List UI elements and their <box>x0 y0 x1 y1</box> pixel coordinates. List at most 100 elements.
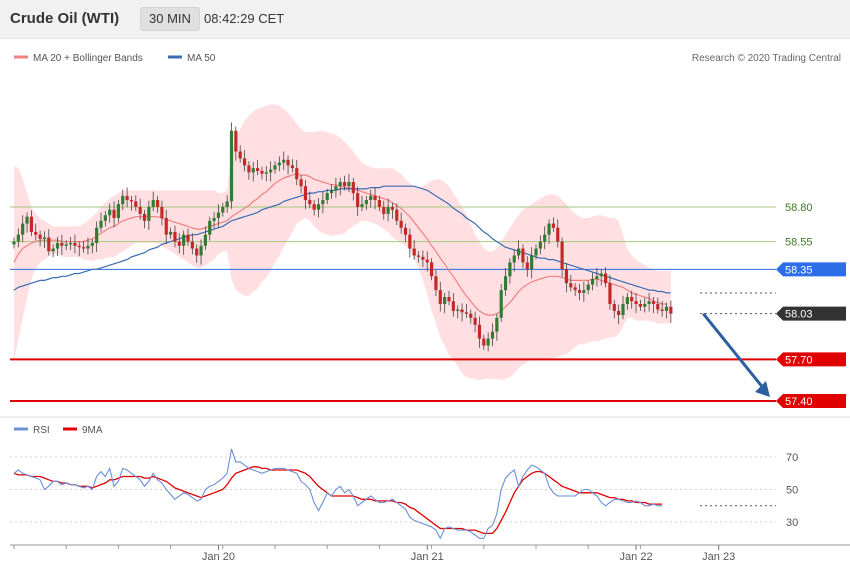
x-tick-label-1: Jan 21 <box>411 551 444 563</box>
candle-116 <box>517 240 521 260</box>
candle-126 <box>560 237 564 277</box>
level-tag-label: 57.70 <box>785 354 813 366</box>
candle-body <box>164 218 168 235</box>
candle-12 <box>64 240 68 250</box>
instrument-title: Crude Oil (WTI) <box>10 10 120 27</box>
candle-body <box>412 248 416 256</box>
candle-body <box>456 309 460 311</box>
rsi-tick-label: 30 <box>786 517 798 529</box>
candle-59 <box>269 161 273 182</box>
candle-147 <box>651 297 656 314</box>
level-tag-57-70: 57.70 <box>776 352 846 367</box>
candle-99 <box>443 292 447 314</box>
candle-32 <box>151 191 155 212</box>
candle-body <box>564 269 569 284</box>
x-tick-label-3: Jan 23 <box>702 551 735 563</box>
candle-body <box>290 165 294 169</box>
candle-42 <box>195 244 199 263</box>
candle-body <box>238 151 242 159</box>
level-tag-57-40: 57.40 <box>776 394 846 408</box>
candle-body <box>490 331 495 339</box>
candle-body <box>543 234 547 242</box>
candle-body <box>142 213 147 221</box>
candle-body <box>116 204 120 219</box>
candle-body <box>251 168 255 173</box>
candle-body <box>438 290 442 304</box>
candle-body <box>443 297 447 304</box>
candle-body <box>186 234 190 242</box>
candle-98 <box>438 281 442 312</box>
candle-body <box>356 193 360 207</box>
candle-0 <box>12 237 16 249</box>
candle-body <box>521 248 525 263</box>
candle-55 <box>251 161 255 182</box>
rsi-lines <box>13 448 663 540</box>
level-tag-bg <box>776 352 846 367</box>
candle-128 <box>569 274 573 292</box>
candle-88 <box>395 203 399 225</box>
level-tag-label: 58.55 <box>785 237 813 249</box>
candle-body <box>447 297 451 302</box>
rsi-legend: RSI 9MA <box>14 425 103 436</box>
header-bar: Crude Oil (WTI) 30 MIN 08:42:29 CET <box>0 0 850 39</box>
candle-131 <box>582 281 586 303</box>
candle-73 <box>329 184 334 199</box>
candle-3 <box>25 212 29 233</box>
candle-body <box>403 227 408 235</box>
forecast-arrow <box>702 312 770 397</box>
candle-96 <box>430 258 434 281</box>
candle-95 <box>425 251 429 272</box>
candle-124 <box>551 217 555 232</box>
candle-43 <box>199 239 203 265</box>
candle-41 <box>190 233 194 255</box>
candle-body <box>664 306 669 311</box>
candle-61 <box>277 156 281 172</box>
copyright-text: Research © 2020 Trading Central <box>692 53 841 64</box>
candle-85 <box>382 200 386 220</box>
candle-body <box>256 168 260 171</box>
timeframe-badge[interactable]: 30 MIN <box>140 7 200 31</box>
candle-141 <box>625 292 629 310</box>
candle-118 <box>525 256 529 277</box>
candle-44 <box>203 226 207 250</box>
candle-body <box>460 309 464 313</box>
level-tag-label: 58.03 <box>785 309 813 321</box>
rsi-gridlines: 70 50 30 <box>10 452 798 529</box>
candle-body <box>612 303 616 311</box>
candle-31 <box>147 200 151 230</box>
candle-24 <box>116 200 120 223</box>
rsi-ma-line <box>13 466 663 535</box>
candle-66 <box>299 175 303 194</box>
level-tag-bg <box>776 306 846 321</box>
candle-67 <box>303 179 308 210</box>
candle-body <box>517 248 521 256</box>
candle-body <box>229 130 234 202</box>
candle-50 <box>229 122 234 209</box>
candle-body <box>16 234 20 242</box>
candle-body <box>325 193 329 201</box>
candle-body <box>329 190 334 194</box>
candle-23 <box>112 201 116 228</box>
candle-body <box>12 241 16 245</box>
candle-body <box>308 200 312 205</box>
candle-body <box>399 220 403 228</box>
candle-69 <box>312 200 316 216</box>
candlesticks <box>12 122 673 352</box>
candle-46 <box>212 211 216 229</box>
candle-body <box>625 297 629 304</box>
candle-body <box>499 290 503 318</box>
candle-body <box>77 245 81 248</box>
level-tag-label: 58.80 <box>785 202 813 214</box>
candle-113 <box>503 267 508 296</box>
candle-body <box>408 234 412 249</box>
candle-body <box>82 247 86 249</box>
candle-27 <box>129 195 134 211</box>
candle-115 <box>512 249 516 272</box>
candle-105 <box>469 309 473 324</box>
candle-body <box>51 248 55 252</box>
clock-time: 08:42:29 CET <box>204 11 285 26</box>
candle-112 <box>499 283 503 322</box>
candle-146 <box>647 292 651 312</box>
candle-144 <box>638 299 642 311</box>
candle-21 <box>103 211 107 227</box>
